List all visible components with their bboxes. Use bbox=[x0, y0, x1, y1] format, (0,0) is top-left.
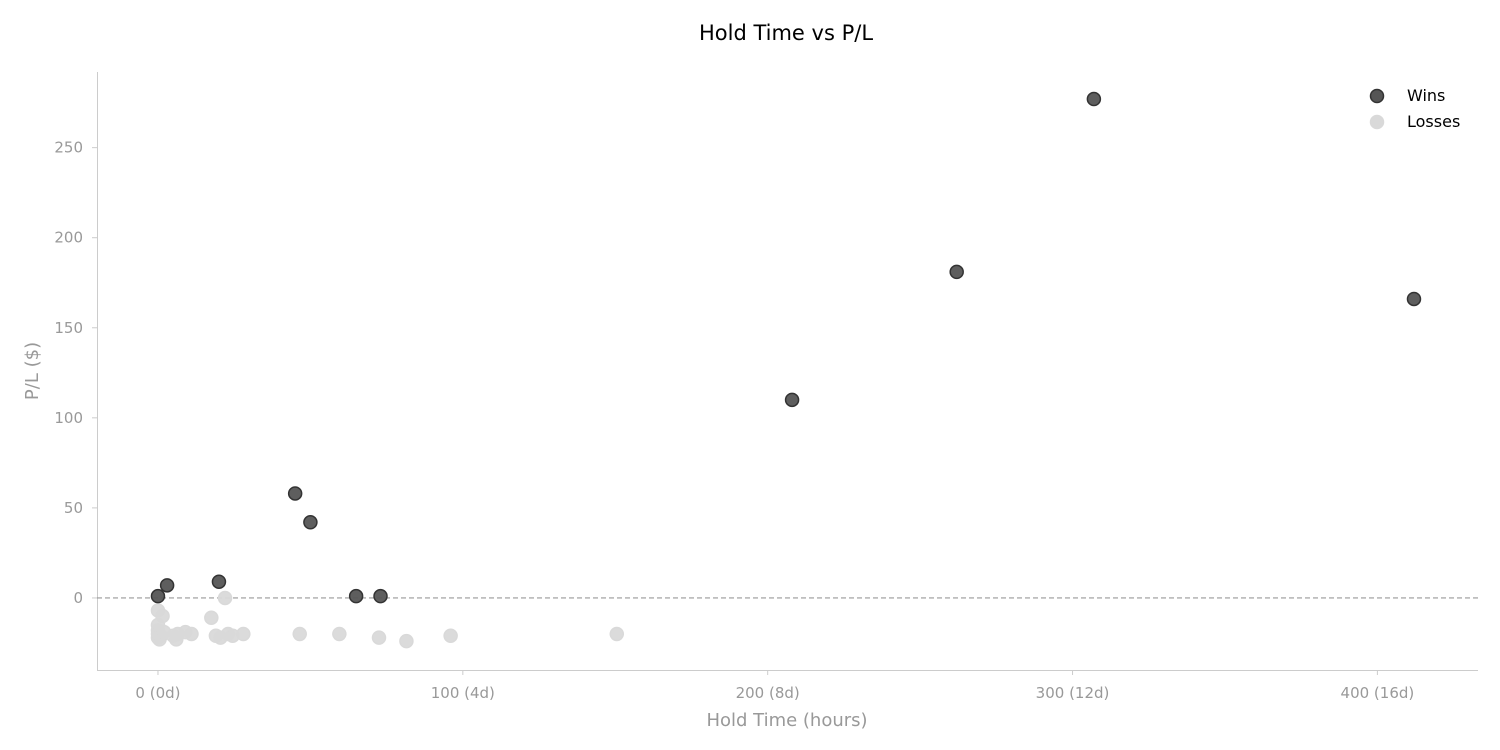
legend-label-wins: Wins bbox=[1407, 86, 1445, 105]
losses-point bbox=[184, 626, 199, 642]
losses-point bbox=[217, 590, 233, 606]
axes bbox=[97, 72, 1478, 671]
wins-point bbox=[150, 588, 166, 604]
y-tick-label: 0 bbox=[73, 589, 83, 607]
losses-point bbox=[292, 626, 307, 642]
x-tick-label: 400 (16d) bbox=[1341, 684, 1415, 702]
y-tick-label: 200 bbox=[54, 229, 83, 247]
y-ticks: 0 50 100 150 200 250 bbox=[54, 139, 97, 607]
wins-point bbox=[784, 392, 800, 408]
wins-point bbox=[159, 578, 175, 593]
losses-point bbox=[399, 633, 414, 649]
x-tick-label: 300 (12d) bbox=[1036, 684, 1110, 702]
x-ticks: 0 (0d) 100 (4d) 200 (8d) 300 (12d) 400 (16d) bbox=[135, 670, 1414, 702]
wins-point bbox=[211, 574, 227, 589]
losses-point bbox=[236, 626, 251, 642]
losses-point bbox=[204, 610, 219, 626]
legend: Wins Losses bbox=[1369, 86, 1460, 131]
x-axis-title: Hold Time (hours) bbox=[706, 710, 867, 731]
legend-label-losses: Losses bbox=[1407, 112, 1460, 131]
x-tick-label: 100 (4d) bbox=[431, 684, 495, 702]
wins-point bbox=[287, 486, 303, 501]
losses-point bbox=[443, 628, 458, 644]
y-tick-label: 150 bbox=[54, 319, 83, 337]
wins-point bbox=[373, 588, 388, 604]
y-axis-title: P/L ($) bbox=[22, 342, 43, 400]
wins-point bbox=[1086, 91, 1102, 107]
y-tick-label: 50 bbox=[64, 499, 83, 517]
y-tick-label: 250 bbox=[54, 139, 83, 157]
legend-marker-losses bbox=[1369, 114, 1385, 130]
wins-point bbox=[348, 588, 364, 604]
wins-point bbox=[303, 515, 318, 530]
x-tick-label: 200 (8d) bbox=[736, 684, 800, 702]
losses-point bbox=[332, 626, 347, 642]
wins-point bbox=[1406, 291, 1422, 307]
chart-title: Hold Time vs P/L bbox=[699, 21, 873, 45]
losses-point bbox=[609, 626, 625, 642]
data-points bbox=[150, 91, 1422, 649]
y-tick-label: 100 bbox=[54, 409, 83, 427]
wins-point bbox=[949, 264, 964, 280]
legend-marker-wins bbox=[1369, 88, 1385, 104]
losses-point bbox=[371, 630, 387, 645]
x-tick-label: 0 (0d) bbox=[135, 684, 180, 702]
